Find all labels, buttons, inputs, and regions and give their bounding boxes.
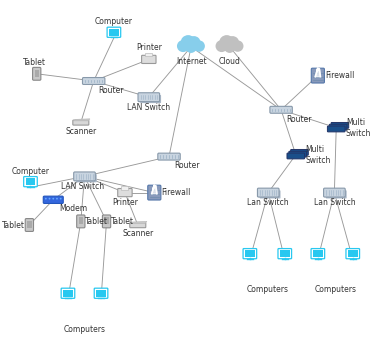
Circle shape bbox=[56, 198, 58, 199]
Circle shape bbox=[232, 40, 243, 52]
Text: Tablet: Tablet bbox=[111, 217, 134, 226]
FancyBboxPatch shape bbox=[243, 248, 257, 259]
Text: Router: Router bbox=[286, 114, 311, 123]
FancyBboxPatch shape bbox=[138, 93, 160, 102]
FancyBboxPatch shape bbox=[270, 106, 292, 113]
FancyBboxPatch shape bbox=[311, 68, 324, 83]
FancyBboxPatch shape bbox=[130, 223, 146, 228]
Text: LAN Switch: LAN Switch bbox=[61, 182, 104, 191]
FancyBboxPatch shape bbox=[158, 153, 180, 160]
Circle shape bbox=[193, 40, 205, 52]
FancyBboxPatch shape bbox=[24, 177, 37, 187]
Text: Printer: Printer bbox=[136, 43, 162, 52]
FancyBboxPatch shape bbox=[77, 215, 85, 228]
FancyBboxPatch shape bbox=[79, 217, 83, 224]
FancyBboxPatch shape bbox=[96, 290, 106, 297]
FancyBboxPatch shape bbox=[118, 189, 132, 197]
FancyBboxPatch shape bbox=[326, 190, 347, 198]
FancyBboxPatch shape bbox=[83, 77, 105, 85]
Circle shape bbox=[49, 198, 50, 199]
FancyBboxPatch shape bbox=[245, 251, 255, 257]
Text: Multi
Switch: Multi Switch bbox=[306, 145, 331, 165]
FancyBboxPatch shape bbox=[257, 188, 279, 197]
Polygon shape bbox=[74, 119, 90, 121]
FancyBboxPatch shape bbox=[348, 251, 358, 257]
Text: Router: Router bbox=[174, 161, 199, 170]
Text: Computers: Computers bbox=[63, 325, 106, 334]
Polygon shape bbox=[152, 185, 157, 194]
Text: Scanner: Scanner bbox=[122, 229, 154, 238]
Circle shape bbox=[185, 42, 197, 53]
FancyBboxPatch shape bbox=[107, 27, 121, 37]
FancyBboxPatch shape bbox=[61, 288, 75, 298]
Text: Router: Router bbox=[99, 86, 124, 95]
Text: Computers: Computers bbox=[247, 285, 288, 294]
Circle shape bbox=[52, 198, 54, 199]
Text: Cloud: Cloud bbox=[219, 57, 241, 66]
FancyBboxPatch shape bbox=[104, 217, 109, 224]
FancyBboxPatch shape bbox=[142, 55, 156, 63]
Text: Lan Switch: Lan Switch bbox=[247, 198, 289, 207]
Text: Tablet: Tablet bbox=[85, 217, 108, 226]
Circle shape bbox=[224, 42, 235, 53]
Text: LAN Switch: LAN Switch bbox=[127, 103, 170, 112]
FancyBboxPatch shape bbox=[121, 186, 129, 190]
FancyBboxPatch shape bbox=[291, 149, 308, 155]
Circle shape bbox=[226, 36, 239, 49]
Text: Multi
Switch: Multi Switch bbox=[346, 118, 371, 138]
FancyBboxPatch shape bbox=[329, 124, 347, 130]
FancyBboxPatch shape bbox=[76, 174, 97, 182]
FancyBboxPatch shape bbox=[94, 288, 108, 298]
Text: Tablet: Tablet bbox=[2, 220, 25, 230]
FancyBboxPatch shape bbox=[74, 172, 95, 181]
Text: Lan Switch: Lan Switch bbox=[314, 198, 355, 207]
FancyBboxPatch shape bbox=[145, 53, 152, 57]
Polygon shape bbox=[131, 221, 147, 224]
Text: Scanner: Scanner bbox=[65, 127, 96, 136]
Circle shape bbox=[215, 40, 228, 52]
FancyBboxPatch shape bbox=[260, 190, 281, 198]
Circle shape bbox=[187, 36, 200, 49]
FancyBboxPatch shape bbox=[33, 67, 41, 80]
FancyBboxPatch shape bbox=[280, 251, 290, 257]
FancyBboxPatch shape bbox=[278, 248, 291, 259]
FancyBboxPatch shape bbox=[25, 219, 33, 231]
FancyBboxPatch shape bbox=[35, 69, 39, 77]
Text: Computers: Computers bbox=[314, 285, 356, 294]
Text: Internet: Internet bbox=[176, 57, 206, 66]
Polygon shape bbox=[315, 68, 320, 77]
Circle shape bbox=[60, 198, 61, 199]
Text: Computer: Computer bbox=[95, 17, 133, 26]
FancyBboxPatch shape bbox=[63, 290, 73, 297]
FancyBboxPatch shape bbox=[289, 151, 306, 157]
FancyBboxPatch shape bbox=[148, 185, 161, 200]
Text: Modem: Modem bbox=[59, 204, 87, 213]
Text: Computer: Computer bbox=[12, 167, 50, 176]
FancyBboxPatch shape bbox=[183, 46, 199, 49]
FancyBboxPatch shape bbox=[287, 153, 305, 159]
FancyBboxPatch shape bbox=[25, 178, 35, 185]
Text: Printer: Printer bbox=[112, 198, 138, 207]
Text: Firewall: Firewall bbox=[325, 71, 354, 80]
FancyBboxPatch shape bbox=[27, 221, 31, 228]
FancyBboxPatch shape bbox=[331, 122, 349, 128]
FancyBboxPatch shape bbox=[73, 120, 89, 125]
Circle shape bbox=[45, 198, 47, 199]
Circle shape bbox=[177, 40, 189, 52]
FancyBboxPatch shape bbox=[328, 126, 345, 132]
FancyBboxPatch shape bbox=[43, 196, 63, 203]
Circle shape bbox=[180, 35, 196, 50]
Text: Firewall: Firewall bbox=[162, 188, 191, 197]
FancyBboxPatch shape bbox=[103, 215, 111, 228]
FancyBboxPatch shape bbox=[109, 29, 119, 36]
FancyBboxPatch shape bbox=[311, 248, 324, 259]
Text: Tablet: Tablet bbox=[23, 58, 46, 67]
FancyBboxPatch shape bbox=[140, 95, 161, 103]
FancyBboxPatch shape bbox=[313, 251, 323, 257]
FancyBboxPatch shape bbox=[324, 188, 345, 197]
Circle shape bbox=[219, 35, 234, 50]
FancyBboxPatch shape bbox=[346, 248, 359, 259]
FancyBboxPatch shape bbox=[222, 46, 238, 49]
